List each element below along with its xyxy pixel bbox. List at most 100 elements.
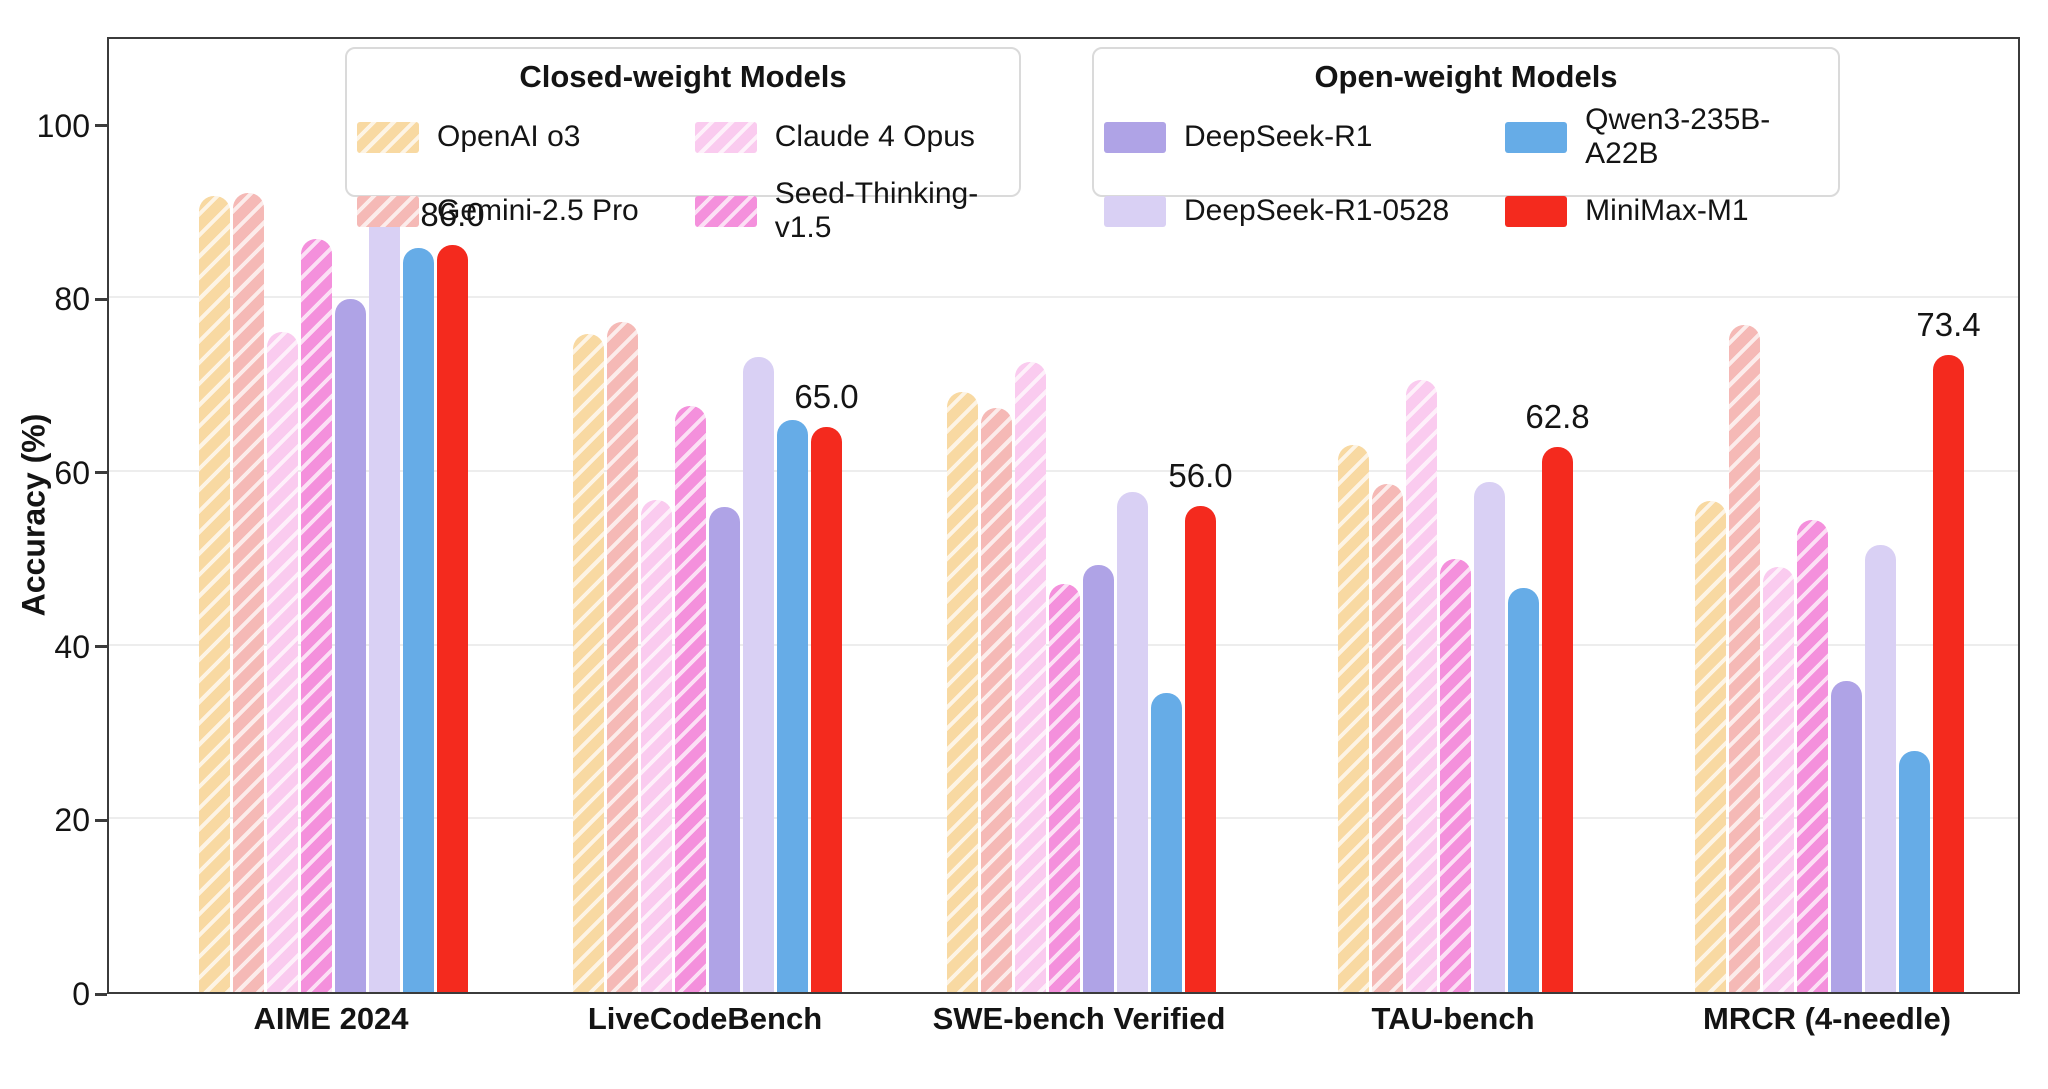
y-tick-label-60: 60 <box>54 454 90 491</box>
bar-qwen3-235b-a22b <box>1150 693 1182 992</box>
bar-deepseek-r1 <box>708 506 740 992</box>
bar-seed-thinking-v1-5 <box>1048 583 1080 992</box>
legend-swatch-qwen3-235b-a22b <box>1505 121 1568 153</box>
y-tick-mark <box>95 124 107 127</box>
bar-minimax-m1 <box>436 245 468 992</box>
bar-seed-thinking-v1-5 <box>1439 558 1471 992</box>
bar-group-livecodebench <box>571 322 843 992</box>
bar-qwen3-235b-a22b <box>1507 588 1539 992</box>
y-tick-mark <box>95 297 107 301</box>
legend-item-minimax-m1: MiniMax-M1 <box>1505 177 1828 245</box>
bar-claude-4-opus <box>1405 379 1437 992</box>
x-category-label-livecodebench: LiveCodeBench <box>587 1001 823 1036</box>
legend-item-label: DeepSeek-R1-0528 <box>1184 194 1450 227</box>
y-tick-label-80: 80 <box>54 281 90 318</box>
x-category-label-aime-2024: AIME 2024 <box>253 1001 409 1036</box>
legend-item-label: Qwen3-235B-A22B <box>1585 103 1771 170</box>
legend-open-items: DeepSeek-R1 DeepSeek-R1-0528 Qwen3-235B-A2… <box>1104 103 1828 245</box>
legend-closed-title: Closed-weight Models <box>519 59 847 94</box>
legend-item-seed-thinking-v1-5: Seed-Thinking-v1.5 <box>694 177 1009 245</box>
bar-claude-4-opus <box>640 500 672 992</box>
legend-item-label: Claude 4 Opus <box>774 120 975 153</box>
bar-seed-thinking-v1-5 <box>674 405 706 992</box>
value-label-mrcr-4-needle-: 73.4 <box>1916 305 1981 343</box>
bar-seed-thinking-v1-5 <box>1796 520 1828 992</box>
legend-item-label: MiniMax-M1 <box>1585 194 1749 227</box>
bar-group-mrcr-4-needle- <box>1693 325 1965 992</box>
bar-minimax-m1 <box>1541 446 1573 992</box>
bar-gemini-2-5-pro <box>232 192 264 992</box>
bar-deepseek-r1-0528 <box>742 357 774 992</box>
bar-minimax-m1 <box>810 427 842 992</box>
y-tick-mark <box>95 992 107 996</box>
legend-item-label: Gemini-2.5 Pro <box>437 194 639 227</box>
y-tick-label-0: 0 <box>72 976 90 1012</box>
y-tick-label-20: 20 <box>54 802 90 839</box>
legend-item-qwen3-235b-a22b: Qwen3-235B-A22B <box>1505 103 1828 171</box>
legend-closed-weight-box: Closed-weight Models OpenAI o3 Gemini-2.5… <box>345 47 1021 244</box>
value-label-tau-bench: 62.8 <box>1525 397 1590 435</box>
bar-deepseek-r1 <box>334 298 366 992</box>
y-tick-mark <box>95 471 107 475</box>
legend-item-label: OpenAI o3 <box>437 120 581 153</box>
legend-open-weight-box: Open-weight Models DeepSeek-R1 DeepSeek-R… <box>1092 47 1840 227</box>
value-label-aime-2024: 86.0 <box>420 196 485 234</box>
bar-qwen3-235b-a22b <box>1898 751 1930 992</box>
x-category-label-swe-bench-verified: SWE-bench Verified <box>932 1001 1226 1036</box>
x-category-label-mrcr-4-needle-: MRCR (4-needle) <box>1702 1001 1952 1036</box>
legend-swatch-minimax-m1 <box>1505 195 1568 227</box>
bar-openai-o3 <box>198 196 230 992</box>
bar-qwen3-235b-a22b <box>402 247 434 992</box>
bar-group-tau-bench <box>1336 379 1574 992</box>
legend-item-openai-o3: OpenAI o3 <box>357 103 639 171</box>
legend-swatch-deepseek-r1-0528 <box>1104 195 1166 227</box>
bar-deepseek-r1 <box>1830 681 1862 992</box>
legend-swatch-claude-4-opus <box>694 121 757 153</box>
y-tick-mark <box>95 818 107 822</box>
bar-deepseek-r1-0528 <box>1864 544 1896 992</box>
legend-swatch-seed-thinking-v1-5 <box>694 195 757 227</box>
legend-item-claude-4-opus: Claude 4 Opus <box>694 103 1009 171</box>
bar-claude-4-opus <box>1762 567 1794 992</box>
x-category-label-tau-bench: TAU-bench <box>1371 1001 1535 1036</box>
bar-qwen3-235b-a22b <box>776 419 808 992</box>
bar-openai-o3 <box>1337 444 1369 992</box>
bar-group-swe-bench-verified <box>945 362 1217 992</box>
bar-claude-4-opus <box>1014 362 1046 992</box>
legend-item-deepseek-r1-0528: DeepSeek-R1-0528 <box>1104 177 1449 245</box>
y-tick-label-40: 40 <box>54 628 90 665</box>
bar-deepseek-r1-0528 <box>1116 491 1148 992</box>
bar-gemini-2-5-pro <box>606 322 638 992</box>
plot-area: 86.0 65.0 56.0 62.8 73.4 <box>107 37 2020 994</box>
legend-item-gemini-2-5-pro: Gemini-2.5 Pro <box>357 177 639 245</box>
bar-gemini-2-5-pro <box>1728 325 1760 992</box>
legend-item-label: DeepSeek-R1 <box>1184 120 1373 153</box>
bar-openai-o3 <box>572 333 604 992</box>
bar-minimax-m1 <box>1932 354 1964 992</box>
legend-swatch-deepseek-r1 <box>1104 121 1166 153</box>
y-tick-label-100: 100 <box>36 107 90 144</box>
legend-item-deepseek-r1: DeepSeek-R1 <box>1104 103 1449 171</box>
bar-seed-thinking-v1-5 <box>300 239 332 992</box>
bar-gemini-2-5-pro <box>1371 483 1403 992</box>
y-axis-title: Accuracy (%) <box>15 413 52 617</box>
bar-claude-4-opus <box>266 331 298 992</box>
legend-item-label: Seed-Thinking-v1.5 <box>774 177 979 244</box>
bar-deepseek-r1-0528 <box>368 198 400 992</box>
bar-group-aime-2024 <box>197 192 469 992</box>
bar-minimax-m1 <box>1184 505 1216 992</box>
value-label-livecodebench: 65.0 <box>794 378 859 416</box>
gridline-80 <box>109 296 2018 299</box>
bar-deepseek-r1 <box>1082 564 1114 992</box>
bar-deepseek-r1-0528 <box>1473 482 1505 992</box>
bar-openai-o3 <box>946 391 978 992</box>
bar-gemini-2-5-pro <box>980 408 1012 992</box>
legend-closed-items: OpenAI o3 Gemini-2.5 Pro Claude 4 Opus Seed… <box>357 103 1009 245</box>
bar-openai-o3 <box>1694 501 1726 992</box>
legend-swatch-openai-o3 <box>357 121 419 153</box>
value-label-swe-bench-verified: 56.0 <box>1168 456 1233 494</box>
y-tick-mark <box>95 645 107 649</box>
legend-open-title: Open-weight Models <box>1314 59 1618 94</box>
gridline-60 <box>109 469 2018 472</box>
